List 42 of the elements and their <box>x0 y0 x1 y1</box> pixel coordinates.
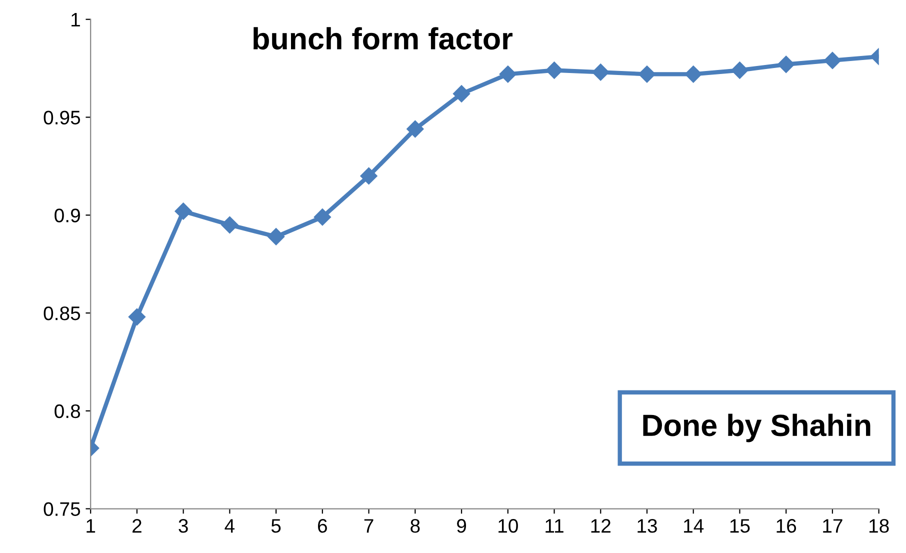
y-tick-label: 1 <box>72 13 80 26</box>
x-tick-label: 14 <box>684 519 704 533</box>
x-tick-label: 15 <box>730 519 750 533</box>
point <box>128 308 146 326</box>
point <box>684 66 702 83</box>
y-tick-label: 0.95 <box>44 110 80 124</box>
x-tick-label: 12 <box>591 518 610 533</box>
y-tick-label: 0.75 <box>44 502 80 516</box>
x-tick-label: 8 <box>410 518 420 533</box>
x-tick-label: 16 <box>776 518 796 533</box>
point <box>731 62 748 79</box>
y-tick-label: 0.85 <box>44 306 80 320</box>
x-tick-label: 5 <box>271 519 281 533</box>
x-tick-label: 9 <box>457 518 466 533</box>
x-tick-label: 7 <box>364 519 374 533</box>
point <box>314 208 331 226</box>
x-tick-label: 13 <box>638 518 657 533</box>
y-tick-label: 0.8 <box>54 404 80 418</box>
x-tick-label: 18 <box>869 518 889 533</box>
point <box>360 167 378 185</box>
point <box>452 85 470 102</box>
x-tick-label: 17 <box>823 519 842 533</box>
x-tick-label: 6 <box>318 518 327 533</box>
x-tick-label: 10 <box>498 518 518 533</box>
chart-title: bunch form factor <box>254 27 512 50</box>
x-tick-label: 11 <box>546 519 564 533</box>
x-tick-label: 4 <box>224 519 235 533</box>
point <box>406 120 424 138</box>
point <box>638 66 656 83</box>
point <box>592 64 610 81</box>
y-tick-label: 0.9 <box>54 208 80 222</box>
point <box>778 56 795 73</box>
point <box>824 52 842 70</box>
x-tick-label: 3 <box>178 518 188 533</box>
point <box>221 216 238 234</box>
x-tick-label: 2 <box>132 518 142 533</box>
x-tick-label: 1 <box>86 519 96 533</box>
point <box>546 62 563 79</box>
point <box>268 228 285 246</box>
point <box>174 202 192 220</box>
point <box>499 66 516 83</box>
annotation: Done by Shahin <box>643 414 870 442</box>
